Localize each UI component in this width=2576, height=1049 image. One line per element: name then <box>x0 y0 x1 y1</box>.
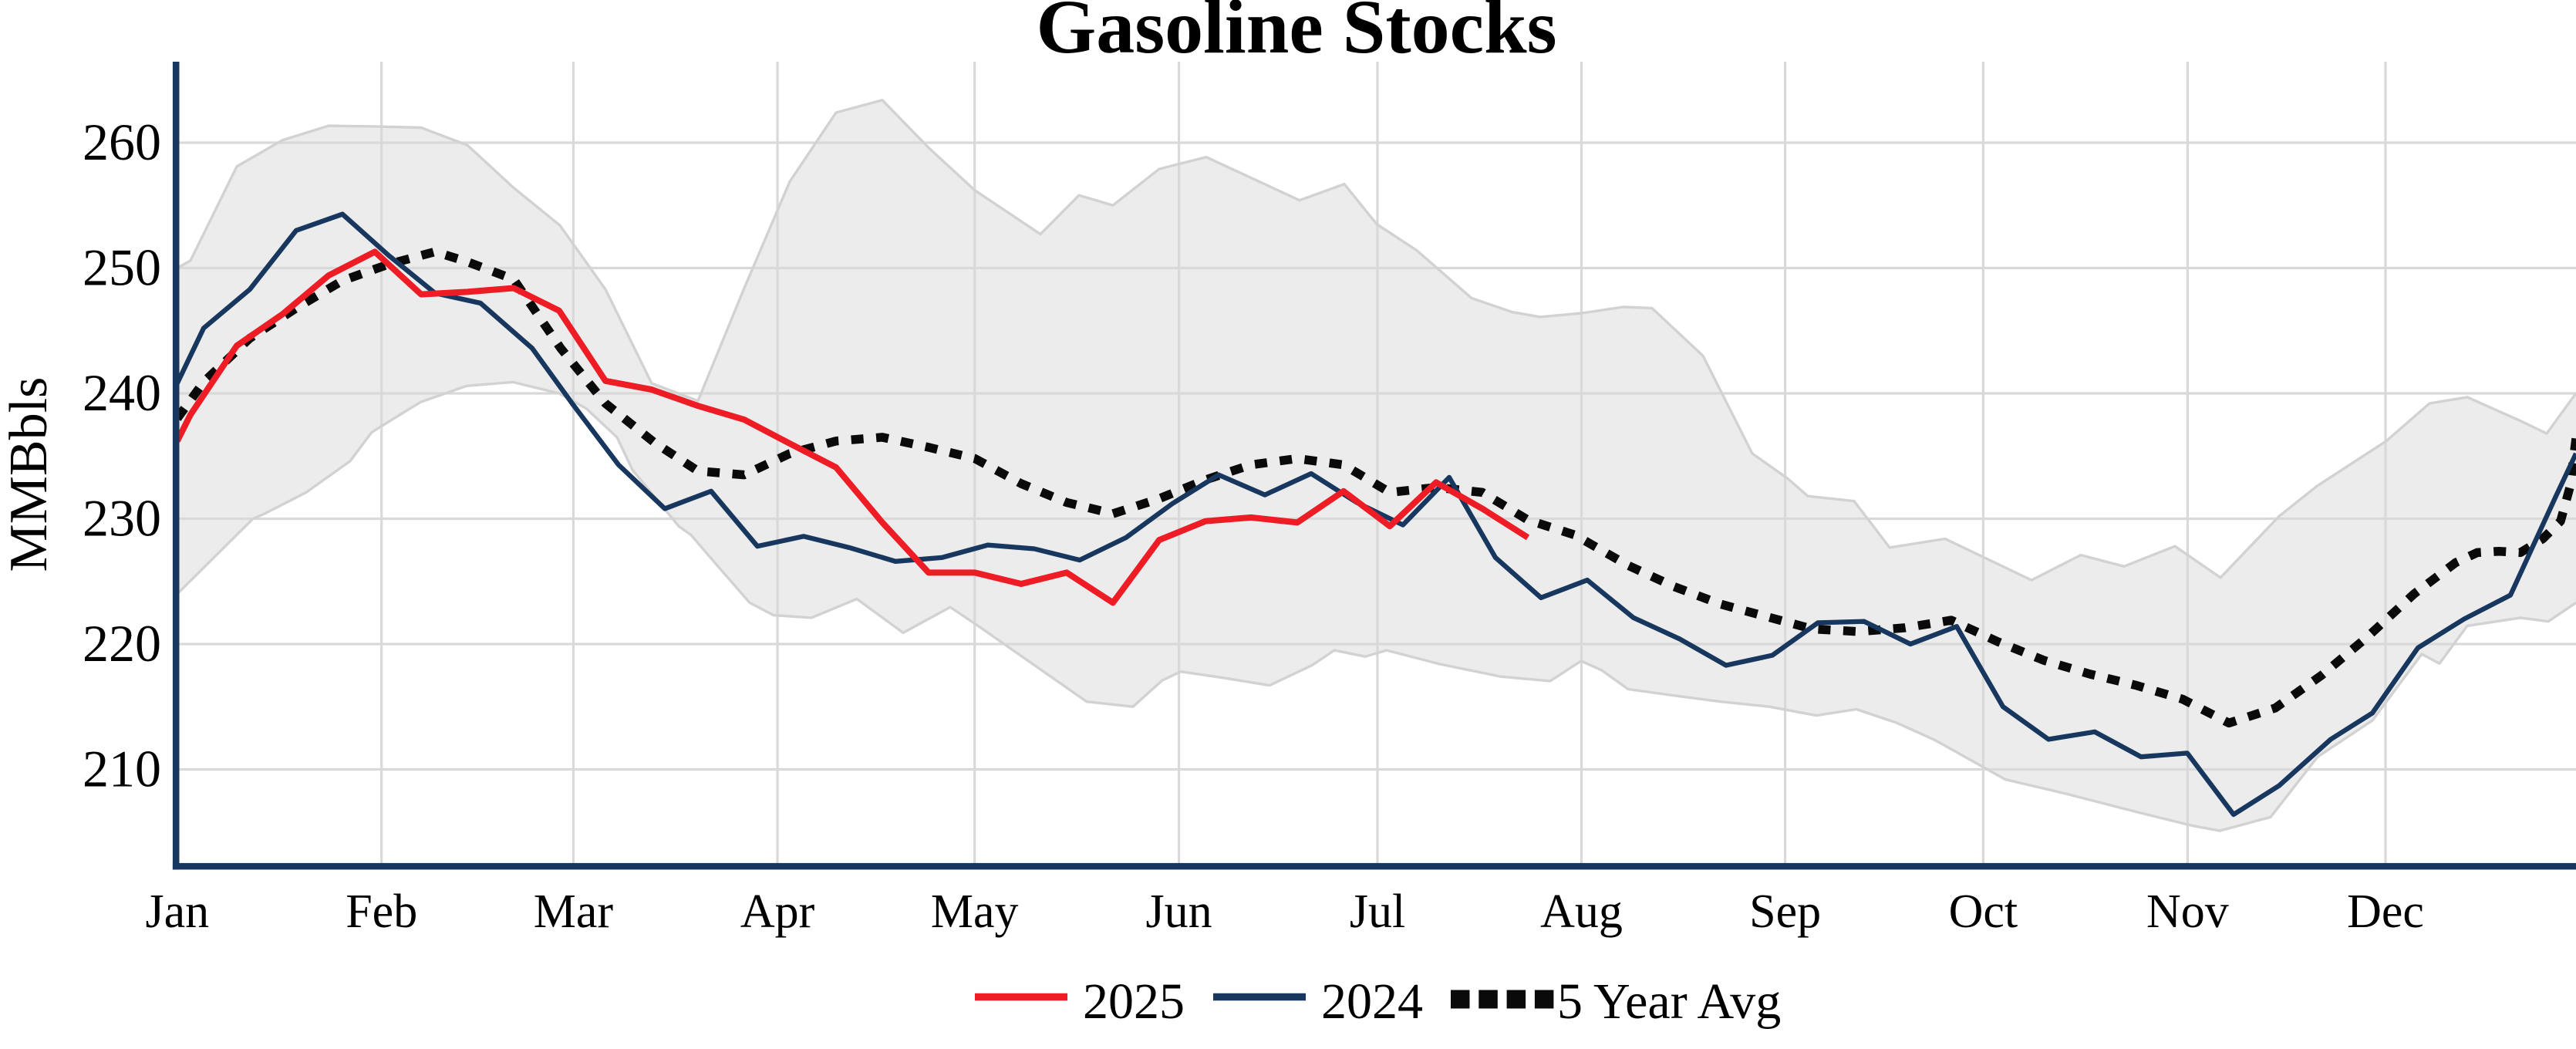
svg-text:2024: 2024 <box>1321 973 1423 1030</box>
svg-text:210: 210 <box>83 740 161 798</box>
svg-text:5 Year Avg: 5 Year Avg <box>1557 973 1781 1030</box>
svg-text:240: 240 <box>83 363 161 422</box>
svg-text:Aug: Aug <box>1540 885 1623 938</box>
svg-text:2025: 2025 <box>1083 973 1185 1030</box>
svg-text:Oct: Oct <box>1949 885 2018 938</box>
svg-text:Apr: Apr <box>740 885 815 938</box>
svg-text:Jul: Jul <box>1350 885 1405 938</box>
svg-text:Gasoline Stocks: Gasoline Stocks <box>1036 0 1556 69</box>
svg-text:250: 250 <box>83 238 161 297</box>
svg-text:Nov: Nov <box>2146 885 2229 938</box>
svg-text:230: 230 <box>83 489 161 548</box>
svg-text:Mar: Mar <box>534 885 614 938</box>
svg-text:Jun: Jun <box>1146 885 1212 938</box>
svg-text:May: May <box>931 885 1019 938</box>
svg-text:Sep: Sep <box>1749 885 1821 938</box>
svg-text:260: 260 <box>83 113 161 171</box>
svg-text:Feb: Feb <box>346 885 417 938</box>
svg-text:MMBbls: MMBbls <box>0 377 59 572</box>
svg-text:Dec: Dec <box>2347 885 2424 938</box>
svg-text:220: 220 <box>83 614 161 673</box>
svg-text:Jan: Jan <box>145 885 209 938</box>
